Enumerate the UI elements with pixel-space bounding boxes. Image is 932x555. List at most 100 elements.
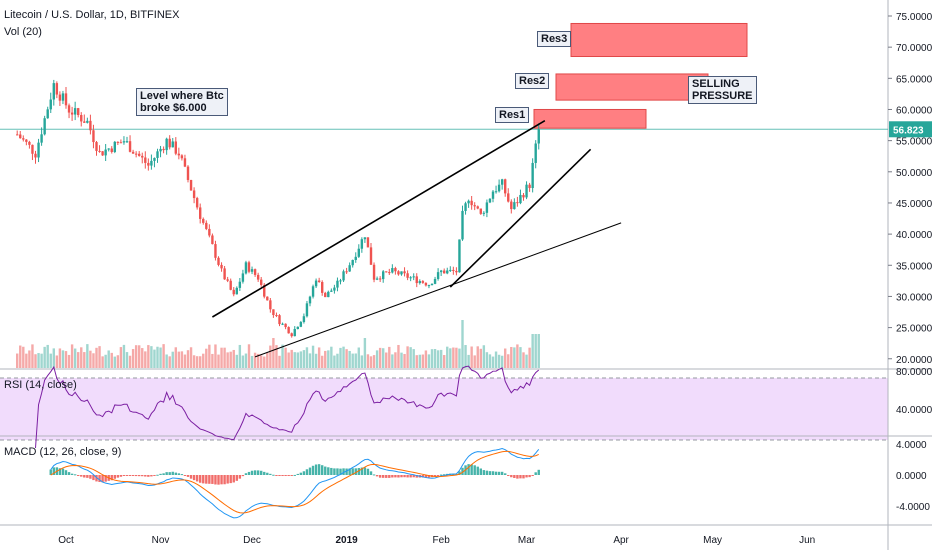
candle-body (244, 262, 248, 274)
candle-body (382, 271, 385, 280)
candle-body (263, 284, 266, 297)
volume-bar (80, 347, 83, 368)
candle-body (345, 271, 348, 273)
macd-histogram-bar (235, 475, 238, 481)
volume-bar (205, 348, 208, 368)
volume-bar (461, 320, 464, 368)
volume-bar (195, 356, 199, 368)
volume-bar (250, 355, 254, 368)
volume-bar (290, 349, 293, 368)
volume-bar (113, 356, 116, 368)
macd-histogram-bar (302, 471, 306, 475)
lower-channel-line (449, 148, 592, 288)
macd-histogram-bar (311, 465, 315, 475)
candle-body (269, 300, 272, 310)
volume-bar (229, 351, 232, 368)
volume-bar (330, 346, 333, 368)
macd-histogram-bar (189, 475, 193, 479)
candle-body (214, 244, 217, 258)
macd-histogram-bar (266, 472, 269, 475)
volume-bar (388, 346, 391, 368)
candle-body (482, 212, 486, 214)
candle-body (275, 315, 278, 317)
volume-bar (452, 347, 455, 368)
candle-body (241, 273, 245, 282)
candle-body (305, 303, 309, 317)
candle-body (494, 191, 498, 193)
macd-histogram-bar (345, 468, 348, 475)
candle-body (311, 286, 315, 297)
candle-body (385, 271, 388, 273)
candle-body (369, 247, 373, 265)
candle-body (525, 184, 528, 198)
volume-bar (516, 344, 519, 368)
macd-histogram-bar (150, 475, 153, 477)
macd-histogram-bar (339, 468, 342, 475)
candle-body (330, 290, 333, 292)
volume-bar (336, 353, 339, 368)
candle-body (186, 166, 190, 180)
volume-bar (256, 353, 260, 368)
macd-histogram-bar (247, 471, 251, 475)
macd-histogram-bar (220, 475, 223, 485)
macd-histogram-bar (342, 468, 345, 475)
macd-histogram-bar (528, 475, 531, 478)
volume-bar (144, 351, 147, 368)
candle-body (339, 280, 342, 282)
candle-body (192, 190, 196, 199)
candle-body (351, 259, 354, 266)
volume-bar (202, 353, 205, 368)
volume-bar (284, 347, 287, 368)
macd-histogram-bar (385, 475, 388, 478)
macd-histogram-bar (504, 473, 507, 475)
macd-histogram-bar (537, 469, 540, 475)
volume-bar (217, 354, 220, 368)
res1-zone (533, 108, 647, 129)
time-tick-label: Nov (152, 535, 170, 546)
macd-histogram-bar (415, 475, 418, 478)
macd-histogram-bar (58, 468, 62, 475)
macd-histogram-bar (134, 475, 138, 477)
candle-body (470, 200, 473, 206)
time-tick-label: Oct (58, 535, 74, 546)
candle-body (439, 270, 443, 273)
volume-bar (64, 351, 68, 368)
volume-bar (28, 350, 31, 368)
candle-body (336, 280, 339, 288)
volume-bar (394, 352, 397, 368)
macd-histogram-bar (217, 475, 220, 485)
price-tick-label: 75.0000 (896, 12, 932, 23)
macd-histogram-bar (156, 474, 159, 476)
macd-histogram-bar (400, 475, 403, 478)
last-price-label: 56.823 (893, 125, 924, 136)
macd-histogram-bar (436, 475, 440, 476)
candle-body (202, 218, 205, 223)
volume-bar (247, 344, 251, 368)
res2-zone (555, 73, 709, 101)
volume-bar (467, 354, 470, 368)
candle-body (293, 329, 296, 337)
candle-body (455, 270, 458, 273)
macd-histogram-bar (223, 475, 226, 485)
rsi-tick-label: 80.0000 (896, 367, 932, 378)
candle-body (83, 121, 86, 123)
candle-body (168, 138, 171, 148)
volume-bar (497, 354, 501, 368)
volume-bar (134, 345, 138, 368)
macd-histogram-bar (98, 475, 101, 482)
macd-histogram-bar (525, 475, 528, 478)
volume-bar (186, 350, 190, 368)
volume-bar (424, 350, 428, 368)
volume-bar (31, 344, 34, 368)
volume-bar (488, 354, 492, 368)
candle-body (348, 265, 351, 272)
candle-body (458, 239, 461, 273)
candle-body (183, 158, 187, 167)
macd-histogram-bar (287, 475, 290, 476)
volume-bar (153, 349, 156, 368)
macd-histogram-bar (522, 475, 525, 479)
volume-bar (299, 351, 303, 368)
candle-body (37, 142, 40, 158)
volume-bar (77, 352, 80, 368)
